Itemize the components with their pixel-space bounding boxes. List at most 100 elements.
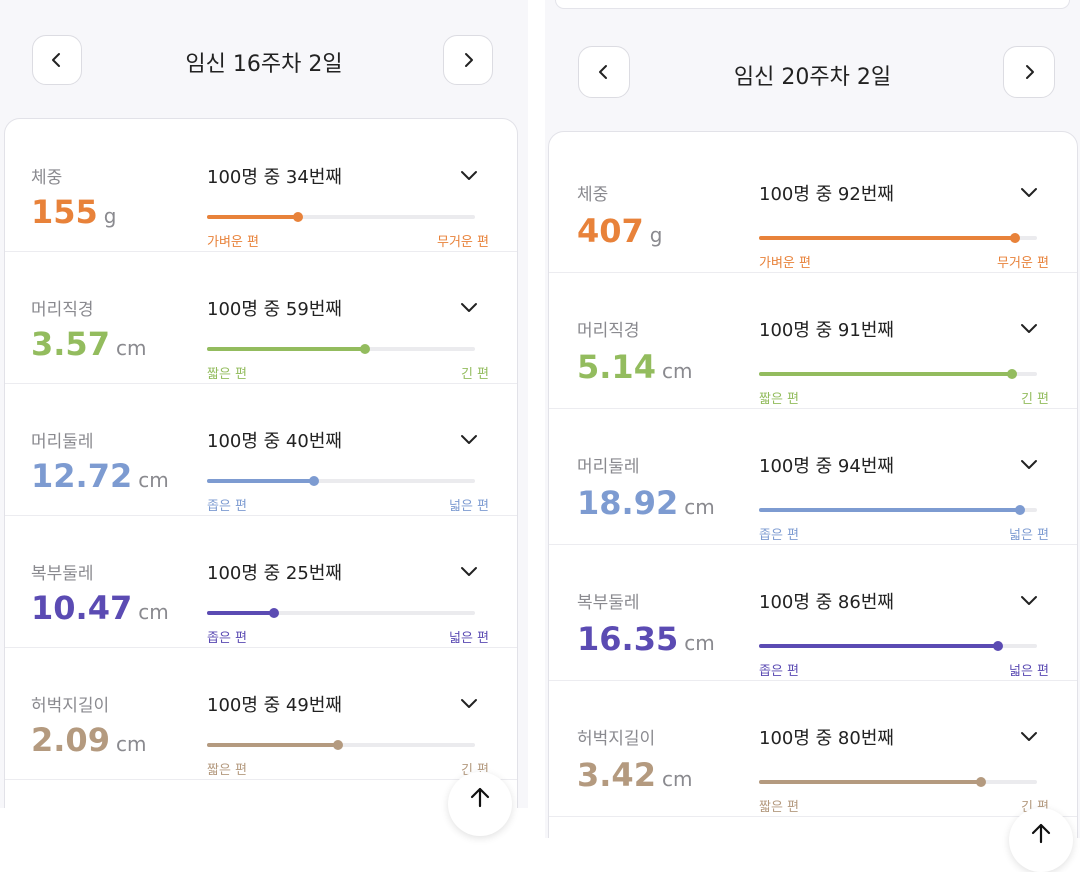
- arrow-up-icon: [470, 787, 490, 808]
- metric-label: 머리둘레: [577, 457, 640, 477]
- scale-high-label: 넓은 편: [1008, 664, 1049, 679]
- metrics-card: 체중 155 g 100명 중 34번째 가벼운 편 무거운 편 머리직경 3.57 cm 100…: [4, 118, 518, 838]
- percentile-marker: [1015, 505, 1026, 515]
- metric-row-abdominal-circumference[interactable]: 복부둘레 10.47 cm 100명 중 25번째 좁은 편 넓은 편: [5, 515, 517, 648]
- scroll-top-button[interactable]: [448, 772, 512, 836]
- chevron-down-icon[interactable]: [1019, 322, 1039, 336]
- left-panel: 임신 16주차 2일 체중 155 g 100명 중 34번째 가벼운 편 무거운 편 머리…: [0, 0, 528, 838]
- scale-low-label: 짧은 편: [207, 763, 248, 778]
- metric-label: 복부둘레: [31, 564, 94, 584]
- panel-divider: [555, 0, 1070, 9]
- metric-unit: cm: [115, 732, 147, 756]
- metric-unit: cm: [661, 767, 693, 791]
- chevron-down-icon[interactable]: [459, 169, 479, 183]
- scale-high-label: 긴 편: [460, 367, 489, 382]
- metric-label: 머리직경: [31, 300, 94, 320]
- bottom-area: [0, 808, 528, 838]
- rank-text: 100명 중 86번째: [759, 592, 894, 613]
- next-week-button[interactable]: [1003, 46, 1055, 98]
- percentile-marker: [309, 476, 320, 486]
- percentile-track: [207, 608, 475, 618]
- metric-number: 407: [577, 212, 644, 250]
- metric-row-weight[interactable]: 체중 155 g 100명 중 34번째 가벼운 편 무거운 편: [5, 119, 517, 252]
- rank-text: 100명 중 25번째: [207, 563, 342, 584]
- rank-text: 100명 중 80번째: [759, 728, 894, 749]
- metric-label: 허벅지길이: [577, 729, 656, 749]
- metric-row-head-circumference[interactable]: 머리둘레 18.92 cm 100명 중 94번째 좁은 편 넓은 편: [549, 408, 1077, 545]
- scale-high-label: 긴 편: [1020, 392, 1049, 407]
- percentile-marker: [993, 641, 1004, 651]
- percentile-fill: [759, 780, 982, 784]
- right-panel: 임신 20주차 2일 체중 407 g 100명 중 92번째 가벼운 편 무거운 편 머리…: [545, 0, 1080, 838]
- metric-value: 407 g: [577, 212, 663, 250]
- percentile-marker: [293, 212, 304, 222]
- metric-number: 3.42: [577, 756, 656, 794]
- percentile-fill: [759, 236, 1015, 240]
- metric-value: 2.09 cm: [31, 721, 146, 759]
- scale-low-label: 짧은 편: [759, 392, 800, 407]
- prev-week-button[interactable]: [32, 35, 82, 85]
- metric-value: 5.14 cm: [577, 348, 692, 386]
- scale-low-label: 좁은 편: [759, 528, 800, 543]
- rank-text: 100명 중 49번째: [207, 695, 342, 716]
- metric-unit: cm: [115, 336, 147, 360]
- percentile-fill: [759, 508, 1021, 512]
- metric-unit: cm: [661, 359, 693, 383]
- chevron-down-icon[interactable]: [1019, 186, 1039, 200]
- metric-unit: cm: [138, 600, 169, 624]
- metric-row-head-diameter[interactable]: 머리직경 5.14 cm 100명 중 91번째 짧은 편 긴 편: [549, 272, 1077, 409]
- chevron-down-icon[interactable]: [1019, 730, 1039, 744]
- scroll-top-button[interactable]: [1009, 808, 1073, 872]
- percentile-fill: [759, 372, 1012, 376]
- metric-number: 18.92: [577, 484, 679, 522]
- percentile-marker: [269, 608, 279, 618]
- scale-high-label: 무거운 편: [997, 256, 1049, 271]
- rank-text: 100명 중 59번째: [207, 299, 342, 320]
- chevron-down-icon[interactable]: [459, 565, 479, 579]
- metric-row-weight[interactable]: 체중 407 g 100명 중 92번째 가벼운 편 무거운 편: [549, 136, 1077, 273]
- percentile-track: [207, 212, 475, 222]
- percentile-track: [759, 233, 1037, 243]
- metric-value: 12.72 cm: [31, 457, 169, 495]
- rank-text: 100명 중 94번째: [759, 456, 894, 477]
- percentile-track: [759, 641, 1037, 651]
- percentile-marker: [976, 777, 987, 787]
- percentile-fill: [207, 347, 366, 351]
- metric-number: 2.09: [31, 721, 110, 759]
- metric-value: 18.92 cm: [577, 484, 715, 522]
- arrow-up-icon: [1031, 823, 1051, 844]
- scale-high-label: 넓은 편: [448, 631, 489, 646]
- metric-row-head-circumference[interactable]: 머리둘레 12.72 cm 100명 중 40번째 좁은 편 넓은 편: [5, 383, 517, 516]
- metric-label: 체중: [31, 168, 63, 188]
- metric-number: 155: [31, 193, 98, 231]
- rank-text: 100명 중 92번째: [759, 184, 894, 205]
- percentile-fill: [207, 479, 315, 483]
- metric-number: 12.72: [31, 457, 133, 495]
- metric-label: 복부둘레: [577, 593, 640, 613]
- prev-week-button[interactable]: [578, 46, 630, 98]
- next-week-button[interactable]: [443, 35, 493, 85]
- chevron-down-icon[interactable]: [1019, 594, 1039, 608]
- scale-low-label: 가벼운 편: [207, 235, 259, 250]
- scale-low-label: 짧은 편: [207, 367, 248, 382]
- percentile-fill: [759, 644, 999, 648]
- scale-high-label: 넓은 편: [448, 499, 489, 514]
- percentile-track: [759, 369, 1037, 379]
- percentile-fill: [207, 743, 339, 747]
- chevron-down-icon[interactable]: [459, 433, 479, 447]
- chevron-right-icon: [1026, 65, 1034, 79]
- metric-number: 5.14: [577, 348, 656, 386]
- percentile-track: [207, 476, 475, 486]
- scale-low-label: 좁은 편: [759, 664, 800, 679]
- chevron-down-icon[interactable]: [1019, 458, 1039, 472]
- chevron-down-icon[interactable]: [459, 301, 479, 315]
- scale-low-label: 좁은 편: [207, 499, 248, 514]
- metric-value: 3.57 cm: [31, 325, 146, 363]
- metric-value: 3.42 cm: [577, 756, 692, 794]
- chevron-down-icon[interactable]: [459, 697, 479, 711]
- metric-number: 3.57: [31, 325, 110, 363]
- metric-row-abdominal-circumference[interactable]: 복부둘레 16.35 cm 100명 중 86번째 좁은 편 넓은 편: [549, 544, 1077, 681]
